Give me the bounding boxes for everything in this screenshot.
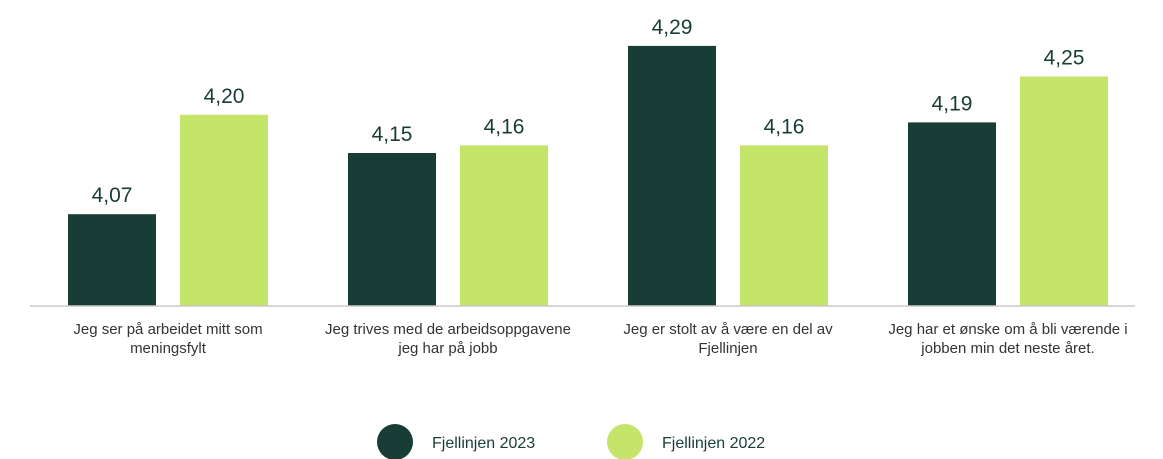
x-tick-label: Jeg er stolt av å være en del av Fjellin…	[623, 321, 833, 357]
value-label: 4,25	[1044, 47, 1085, 70]
value-label: 4,15	[372, 123, 413, 146]
value-label: 4,16	[764, 115, 805, 138]
x-tick-label: Jeg har et ønske om å bli værende i jobb…	[888, 321, 1128, 357]
value-label: 4,20	[204, 85, 245, 108]
legend-label: Fjellinjen 2023	[432, 435, 535, 452]
bar	[740, 145, 828, 306]
legend-swatch	[377, 424, 413, 459]
bar	[180, 114, 268, 306]
value-label: 4,16	[484, 115, 525, 138]
bar	[460, 145, 548, 306]
legend-label: Fjellinjen 2022	[662, 435, 765, 452]
value-label: 4,29	[652, 16, 693, 39]
value-label: 4,19	[932, 92, 973, 115]
value-label: 4,07	[92, 184, 133, 207]
bar	[908, 122, 996, 307]
x-tick-label: Jeg ser på arbeidet mitt som meningsfylt	[73, 321, 263, 357]
x-tick-label: Jeg trives med de arbeidsoppgavene jeg h…	[325, 321, 571, 357]
bar	[348, 153, 436, 306]
bar	[68, 214, 156, 306]
legend-swatch	[607, 424, 643, 459]
bar	[628, 45, 716, 307]
bar	[1020, 76, 1108, 306]
